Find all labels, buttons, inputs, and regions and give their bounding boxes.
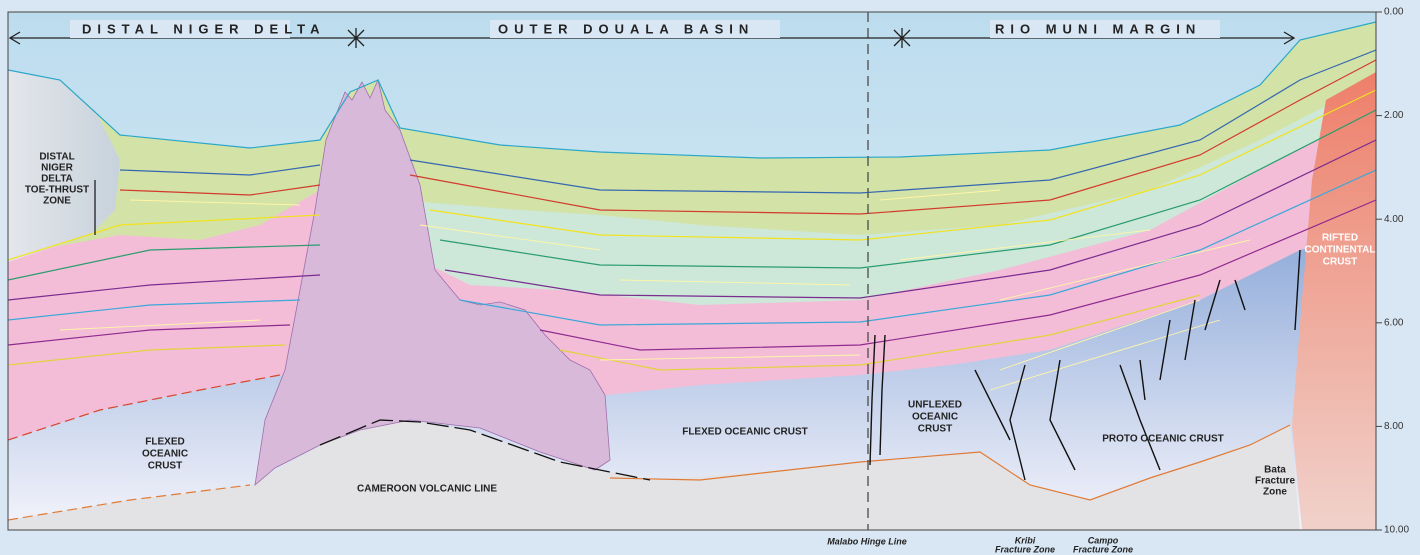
unit-label: Fracture xyxy=(1255,476,1295,487)
unit-label: CRUST xyxy=(1323,257,1357,268)
unit-label: Fracture Zone xyxy=(1073,544,1133,554)
unit-label: CAMEROON VOLCANIC LINE xyxy=(357,484,497,495)
tick-label: 2.00 xyxy=(1384,110,1404,121)
unit-label: UNFLEXED xyxy=(908,400,962,411)
unit-label: NIGER xyxy=(41,163,73,174)
depth-axis: 0.00 2.00 4.00 6.00 8.00 10.00 xyxy=(1376,7,1409,536)
tick-label: 8.00 xyxy=(1384,421,1404,432)
unit-label: DISTAL xyxy=(39,152,74,163)
unit-label: PROTO OCEANIC CRUST xyxy=(1102,434,1224,445)
unit-label: CRUST xyxy=(148,461,182,472)
tick-label: 10.00 xyxy=(1384,525,1409,536)
unit-label: OCEANIC xyxy=(912,412,958,423)
segment-label: RIO MUNI MARGIN xyxy=(995,21,1201,36)
unit-label: FLEXED xyxy=(145,437,184,448)
unit-label: Bata xyxy=(1264,465,1286,476)
unit-label: Fracture Zone xyxy=(995,544,1055,554)
segment-label: OUTER DOUALA BASIN xyxy=(498,21,754,36)
unit-label: CONTINENTAL xyxy=(1305,245,1376,256)
unit-label: DELTA xyxy=(41,174,73,185)
unit-label: RIFTED xyxy=(1322,233,1358,244)
unit-label: TOE-THRUST xyxy=(25,185,89,196)
segment-label: DISTAL NIGER DELTA xyxy=(82,21,326,36)
tick-label: 4.00 xyxy=(1384,214,1404,225)
unit-label: OCEANIC xyxy=(142,449,188,460)
page: {"header": {"segments": ["DISTAL NIGER D… xyxy=(0,0,1420,555)
tick-label: 6.00 xyxy=(1384,317,1404,328)
tick-label: 0.00 xyxy=(1384,7,1404,18)
unit-label: FLEXED OCEANIC CRUST xyxy=(682,427,808,438)
unit-label: Malabo Hinge Line xyxy=(827,536,907,546)
unit-label: ZONE xyxy=(43,196,71,207)
cross-section: DISTAL NIGER DELTA OUTER DOUALA BASIN RI… xyxy=(0,0,1420,555)
section-body xyxy=(8,12,1376,530)
unit-label: Zone xyxy=(1263,487,1287,498)
unit-label: CRUST xyxy=(918,424,952,435)
